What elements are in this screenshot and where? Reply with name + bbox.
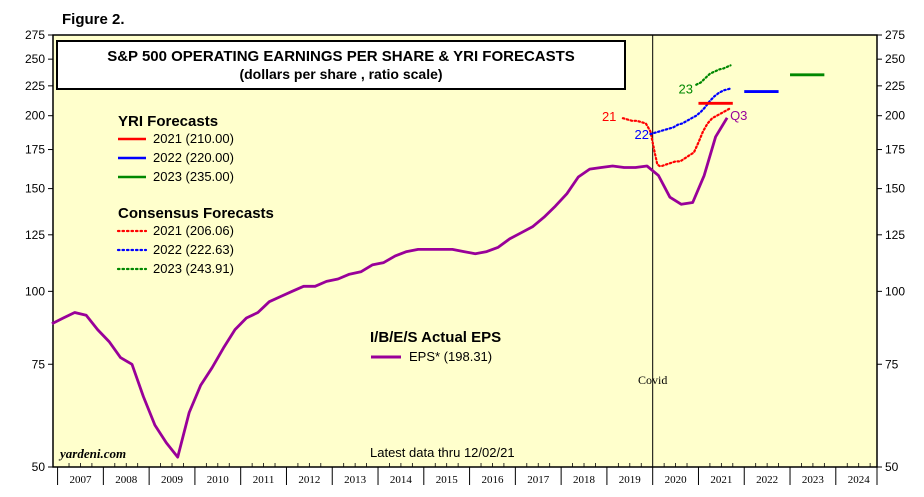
y-tick-label-right: 50 xyxy=(885,460,899,474)
y-tick-label: 125 xyxy=(25,228,45,242)
consensus-line-23 xyxy=(695,64,732,86)
x-tick-label: 2013 xyxy=(344,474,367,486)
consensus-tag-22: 22 xyxy=(635,127,649,142)
figure-label: Figure 2. xyxy=(62,11,125,28)
chart-subtitle: (dollars per share , ratio scale) xyxy=(239,66,442,82)
consensus-heading: Consensus Forecasts xyxy=(118,205,274,222)
x-tick-label: 2012 xyxy=(298,474,320,486)
eps-line xyxy=(51,117,729,459)
yri-legend: 2021 (210.00) 2022 (220.00) 2023 (235.00) xyxy=(118,131,234,184)
x-tick-label: 2018 xyxy=(573,474,596,486)
right-axis: 50 75 100 125 150 175 200 225 250 275 xyxy=(877,28,905,474)
y-tick-label: 50 xyxy=(32,460,46,474)
title-box xyxy=(56,40,626,90)
x-tick-label: 2019 xyxy=(619,474,642,486)
x-tick-label: 2017 xyxy=(527,474,550,486)
x-tick-label: 2016 xyxy=(481,474,504,486)
consensus-legend-label: 2022 (222.63) xyxy=(153,242,234,257)
eps-heading: I/B/E/S Actual EPS xyxy=(370,329,501,346)
y-tick-label-right: 75 xyxy=(885,357,899,371)
y-tick-label: 275 xyxy=(25,28,45,42)
x-tick-label: 2014 xyxy=(390,474,413,486)
y-tick-label: 175 xyxy=(25,143,45,157)
yri-legend-label: 2021 (210.00) xyxy=(153,131,234,146)
x-tick-label: 2021 xyxy=(710,474,732,486)
consensus-tag-21: 21 xyxy=(602,109,616,124)
x-tick-label: 2024 xyxy=(848,474,871,486)
consensus-line-21 xyxy=(621,106,732,168)
x-tick-label: 2011 xyxy=(253,474,275,486)
left-axis: 50 75 100 125 150 175 200 225 250 275 xyxy=(25,28,53,474)
consensus-line-22 xyxy=(649,87,732,136)
yri-heading: YRI Forecasts xyxy=(118,113,218,130)
y-tick-label: 100 xyxy=(25,284,45,298)
consensus-tag-23: 23 xyxy=(679,81,693,96)
x-tick-label: 2009 xyxy=(161,474,184,486)
y-tick-label: 150 xyxy=(25,182,45,196)
y-tick-label-right: 275 xyxy=(885,28,905,42)
y-tick-label: 250 xyxy=(25,52,45,66)
x-tick-label: 2022 xyxy=(756,474,778,486)
consensus-legend: 2021 (206.06) 2022 (222.63) 2023 (243.91) xyxy=(116,223,234,276)
x-tick-label: 2008 xyxy=(115,474,138,486)
consensus-legend-label: 2023 (243.91) xyxy=(153,261,234,276)
series-layer: 21 22 23 Q3 xyxy=(51,64,825,459)
yri-legend-label: 2022 (220.00) xyxy=(153,150,234,165)
source-label: yardeni.com xyxy=(58,446,126,461)
y-tick-label-right: 150 xyxy=(885,182,905,196)
yri-legend-label: 2023 (235.00) xyxy=(153,169,234,184)
x-axis: 2007 2008 2009 2010 2011 2012 2013 2014 2015 2016… xyxy=(57,463,878,486)
y-tick-label-right: 100 xyxy=(885,284,905,298)
x-tick-label: 2007 xyxy=(69,474,92,486)
eps-last-tag: Q3 xyxy=(730,108,747,123)
y-tick-label-right: 200 xyxy=(885,109,905,123)
chart-title: S&P 500 OPERATING EARNINGS PER SHARE & Y… xyxy=(107,48,575,65)
x-tick-label: 2023 xyxy=(802,474,825,486)
x-tick-label: 2010 xyxy=(207,474,230,486)
y-tick-label-right: 125 xyxy=(885,228,905,242)
y-tick-label-right: 175 xyxy=(885,143,905,157)
y-tick-label-right: 225 xyxy=(885,79,905,93)
covid-label: Covid xyxy=(638,373,667,387)
y-tick-label: 225 xyxy=(25,79,45,93)
y-tick-label-right: 250 xyxy=(885,52,905,66)
x-tick-label: 2015 xyxy=(436,474,459,486)
y-tick-label: 75 xyxy=(32,357,46,371)
x-tick-label: 2020 xyxy=(665,474,688,486)
y-tick-label: 200 xyxy=(25,109,45,123)
eps-legend-label: EPS* (198.31) xyxy=(409,349,492,364)
latest-data-note: Latest data thru 12/02/21 xyxy=(370,445,515,460)
consensus-legend-label: 2021 (206.06) xyxy=(153,223,234,238)
